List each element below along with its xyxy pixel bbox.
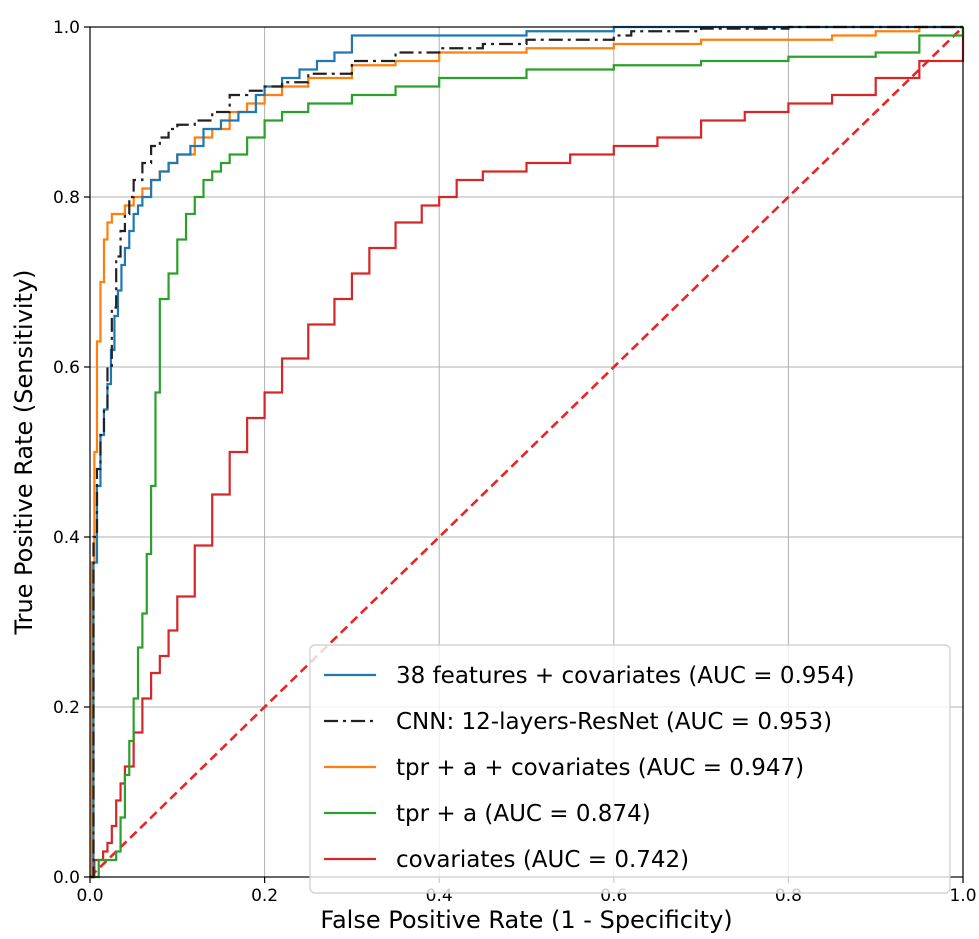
y-tick-label: 0.8 [53, 188, 80, 208]
series-line-reference-diagonal [89, 26, 964, 878]
series-line-38-features-covariates-auc-0-954 [90, 25, 963, 879]
series-line-covariates-auc-0-742 [90, 27, 965, 879]
y-tick-label: 0.0 [53, 868, 80, 888]
x-axis-title: False Positive Rate (1 - Specificity) [320, 906, 732, 934]
legend: 38 features + covariates (AUC = 0.954) CN… [309, 644, 951, 894]
y-tick-label: 0.4 [53, 528, 80, 548]
legend-label: covariates (AUC = 0.742) [396, 847, 689, 873]
x-tick-label: 0.0 [76, 886, 103, 906]
grid-lines [89, 26, 964, 878]
legend-label: 38 features + covariates (AUC = 0.954) [396, 663, 855, 689]
y-axis-title: True Positive Rate (Sensitivity) [10, 269, 38, 635]
series-line-tpr-a-auc-0-874 [90, 27, 965, 879]
x-tick-label: 1.0 [949, 886, 976, 906]
x-tick-label: 0.2 [251, 886, 278, 906]
series-lines [89, 25, 965, 879]
y-tick-label: 0.2 [53, 698, 80, 718]
legend-label: tpr + a (AUC = 0.874) [396, 801, 651, 827]
y-tick-label: 1.0 [53, 18, 80, 38]
y-tick-label: 0.6 [53, 358, 80, 378]
series-line-cnn-12-layers-resnet-auc-0-953 [90, 25, 963, 879]
legend-label: tpr + a + covariates (AUC = 0.947) [396, 755, 804, 781]
legend-box [309, 644, 951, 894]
legend-label: CNN: 12-layers-ResNet (AUC = 0.953) [396, 709, 832, 735]
